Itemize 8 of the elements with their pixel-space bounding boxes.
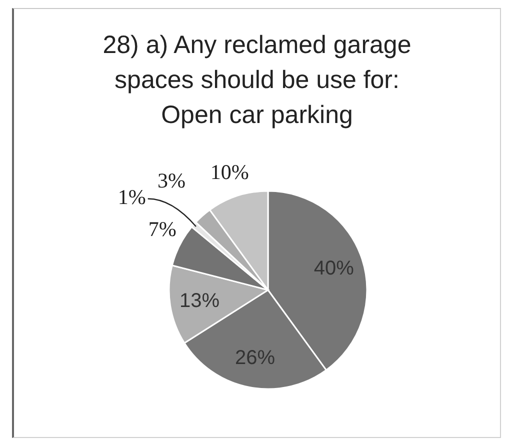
data-label: 3%	[157, 168, 186, 192]
data-label: 10%	[210, 160, 249, 184]
data-label: 1%	[118, 184, 146, 209]
data-label: 26%	[235, 347, 276, 370]
data-label: 7%	[148, 217, 176, 241]
chart-title: 28) a) Any reclamed garage spaces should be use for: Open car parking	[102, 30, 412, 131]
data-label: 40%	[314, 258, 354, 280]
data-label: 13%	[180, 290, 220, 312]
